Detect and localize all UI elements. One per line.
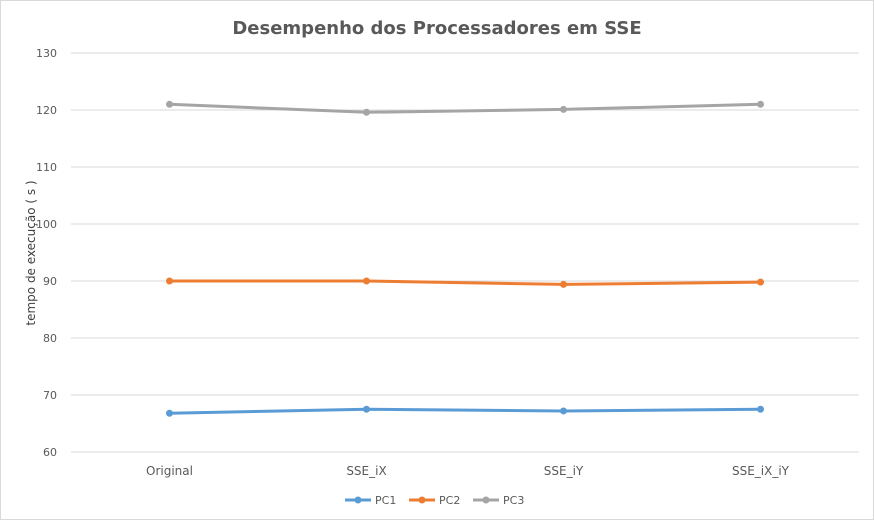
legend-marker <box>354 496 362 504</box>
gridlines <box>71 52 859 453</box>
y-axis-label: tempo de execução ( s ) <box>24 180 38 325</box>
data-point <box>757 278 764 286</box>
y-axis-ticks: 60 70 80 90 100 110 120 130 <box>36 47 57 459</box>
series-pc3 <box>166 100 764 116</box>
series-pc2 <box>166 277 764 288</box>
data-point <box>166 100 173 108</box>
data-point <box>363 405 370 413</box>
data-point <box>363 277 370 285</box>
chart-title: Desempenho dos Processadores em SSE <box>232 18 641 39</box>
data-point <box>166 277 173 285</box>
y-tick-label: 70 <box>43 389 57 402</box>
data-point <box>757 100 764 108</box>
legend: PC1 PC2 PC3 <box>345 494 524 507</box>
legend-label: PC1 <box>375 494 396 507</box>
series-line <box>168 279 762 286</box>
legend-item-pc3: PC3 <box>473 494 524 507</box>
y-tick-label: 130 <box>36 47 57 60</box>
legend-label: PC2 <box>439 494 460 507</box>
series-lines <box>166 100 764 417</box>
y-tick-label: 90 <box>43 275 57 288</box>
data-point <box>560 105 567 113</box>
y-tick-label: 60 <box>43 446 57 459</box>
legend-item-pc1: PC1 <box>345 494 396 507</box>
legend-marker <box>418 496 426 504</box>
series-line <box>168 407 762 415</box>
series-line <box>168 102 762 114</box>
data-point <box>560 280 567 288</box>
series-pc1 <box>166 405 764 417</box>
y-tick-label: 100 <box>36 218 57 231</box>
x-tick-label: SSE_iX_iY <box>732 464 790 478</box>
y-tick-label: 120 <box>36 104 57 117</box>
data-point <box>166 409 173 417</box>
x-tick-label: SSE_iX <box>346 464 386 478</box>
data-point <box>757 405 764 413</box>
y-tick-label: 110 <box>36 161 57 174</box>
legend-item-pc2: PC2 <box>409 494 460 507</box>
x-tick-label: SSE_iY <box>544 464 584 478</box>
legend-label: PC3 <box>503 494 524 507</box>
data-point <box>560 407 567 415</box>
legend-marker <box>482 496 490 504</box>
y-tick-label: 80 <box>43 332 57 345</box>
x-axis-ticks: Original SSE_iX SSE_iY SSE_iX_iY <box>146 464 790 478</box>
x-tick-label: Original <box>146 464 193 478</box>
data-point <box>363 108 370 116</box>
